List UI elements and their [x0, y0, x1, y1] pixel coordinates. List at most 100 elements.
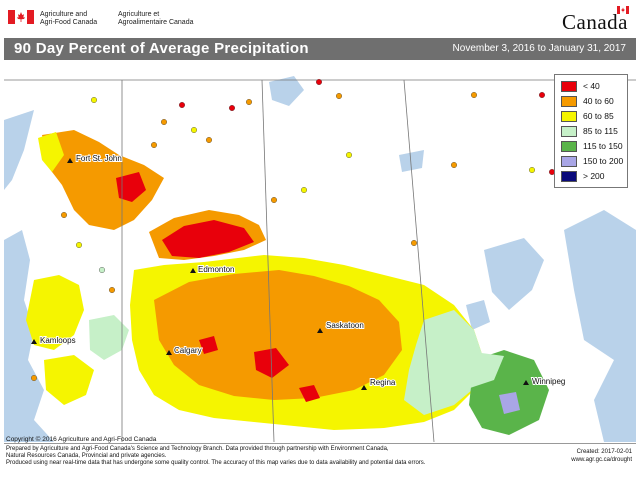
city-marker-icon: [523, 380, 529, 385]
region-orange-central: [154, 270, 402, 400]
legend-item: 115 to 150: [561, 141, 623, 153]
lake-winnipeg: [484, 238, 544, 310]
station-dot: [90, 97, 97, 104]
map-area: Fort St. John Edmonton Saskatoon Kamloop…: [4, 60, 636, 442]
legend: < 40 40 to 60 60 to 85 85 to 115 115 to …: [554, 74, 628, 188]
city-label-fort-st-john: Fort St. John: [76, 154, 122, 163]
station-dots: [31, 79, 556, 382]
canada-wordmark: Canada: [562, 10, 628, 34]
wordmark-flag-icon: [617, 6, 629, 14]
legend-swatch: [561, 81, 577, 93]
border-sk-mb: [403, 79, 435, 442]
legend-item: > 200: [561, 171, 605, 183]
region-orange-peace: [42, 130, 164, 230]
legend-swatch: [561, 156, 577, 168]
title-bar: 90 Day Percent of Average Precipitation …: [4, 38, 636, 60]
city-marker-icon: [190, 268, 196, 273]
legend-label: 60 to 85: [583, 111, 614, 121]
legend-item: 150 to 200: [561, 156, 624, 168]
station-dot: [451, 161, 458, 168]
region-red-edmonton: [162, 220, 254, 258]
legend-label: < 40: [583, 81, 600, 91]
legend-swatch: [561, 141, 577, 153]
department-name-french: Agriculture et Agroalimentaire Canada: [118, 11, 194, 27]
footer-credit-line3: Produced using near real-time data that …: [6, 460, 426, 466]
region-red-peace: [116, 172, 146, 202]
region-yellow-sbc: [44, 355, 94, 405]
city-marker-icon: [67, 158, 73, 163]
station-dot: [411, 239, 418, 246]
lake-athabasca: [269, 76, 304, 106]
station-dot: [539, 92, 546, 99]
city-marker-icon: [361, 385, 367, 390]
legend-label: 40 to 60: [583, 96, 614, 106]
canada-flag-icon: [8, 10, 34, 24]
region-lightgreen-sk-east: [444, 352, 504, 390]
copyright-text: Copyright © 2016 Agriculture and Agri-Fo…: [6, 436, 157, 443]
station-dot: [190, 126, 197, 133]
lake-manitoba: [466, 300, 490, 330]
station-dot: [271, 196, 278, 203]
city-markers: Fort St. John Edmonton Saskatoon Kamloop…: [31, 153, 566, 390]
legend-item: 60 to 85: [561, 111, 614, 123]
station-dot: [245, 99, 252, 106]
legend-label: 115 to 150: [583, 141, 623, 151]
legend-swatch: [561, 111, 577, 123]
precipitation-map: Fort St. John Edmonton Saskatoon Kamloop…: [4, 60, 636, 442]
station-dot: [529, 166, 536, 173]
station-dot: [61, 211, 68, 218]
station-dot: [178, 102, 185, 109]
station-dot: [75, 241, 82, 248]
station-dot: [228, 105, 235, 112]
department-name-english: Agriculture and Agri-Food Canada: [40, 11, 97, 27]
footer-divider: [4, 443, 636, 444]
city-label-winnipeg: Winnipeg: [532, 377, 565, 386]
legend-item: 40 to 60: [561, 96, 614, 108]
station-dot: [160, 119, 167, 126]
dept-en-line1: Agriculture and: [40, 11, 88, 18]
created-date: Created: 2017-02-01: [576, 449, 632, 455]
station-dot: [31, 375, 38, 382]
station-dot: [108, 286, 115, 293]
coastal-water: [4, 110, 34, 190]
region-lightgreen-bc: [89, 315, 129, 360]
city-marker-icon: [317, 328, 323, 333]
map-title: 90 Day Percent of Average Precipitation: [14, 40, 309, 57]
region-red-calgary: [199, 336, 218, 354]
station-dot: [301, 186, 308, 193]
region-yellow-bc: [26, 275, 84, 350]
station-dot: [336, 93, 343, 100]
source-url[interactable]: www.agr.gc.ca/drought: [571, 457, 632, 463]
header: Agriculture and Agri-Food Canada Agricul…: [0, 0, 640, 38]
legend-label: 85 to 115: [583, 126, 618, 136]
station-dot: [205, 136, 212, 143]
dept-en-line2: Agri-Food Canada: [40, 19, 98, 26]
city-label-saskatoon: Saskatoon: [326, 321, 364, 330]
city-label-calgary: Calgary: [174, 346, 202, 355]
city-label-kamloops: Kamloops: [40, 336, 76, 345]
reindeer-lake: [399, 150, 424, 172]
legend-swatch: [561, 96, 577, 108]
footer-credit-line2: Natural Resources Canada, Provincial and…: [6, 453, 167, 459]
legend-label: 150 to 200: [583, 156, 624, 166]
city-marker-icon: [31, 339, 37, 344]
city-marker-icon: [166, 350, 172, 355]
legend-swatch: [561, 126, 577, 138]
city-label-regina: Regina: [370, 378, 396, 387]
station-dot: [346, 151, 353, 158]
legend-item: 85 to 115: [561, 126, 618, 138]
station-dot: [98, 266, 105, 273]
date-range: November 3, 2016 to January 31, 2017: [452, 43, 626, 54]
station-dot: [316, 79, 323, 86]
region-yellow-nw: [38, 132, 64, 172]
legend-label: > 200: [583, 171, 605, 181]
legend-item: < 40: [561, 81, 600, 93]
hudson-bay: [564, 210, 636, 442]
city-label-edmonton: Edmonton: [198, 265, 234, 274]
dept-fr-line2: Agroalimentaire Canada: [118, 19, 194, 26]
region-red-south-2: [299, 385, 320, 402]
border-ab-sk: [261, 79, 275, 442]
region-purple-manitoba: [499, 392, 520, 414]
station-dot: [471, 92, 478, 99]
footer-credit-line1: Prepared by Agriculture and Agri-Food Ca…: [6, 446, 389, 452]
